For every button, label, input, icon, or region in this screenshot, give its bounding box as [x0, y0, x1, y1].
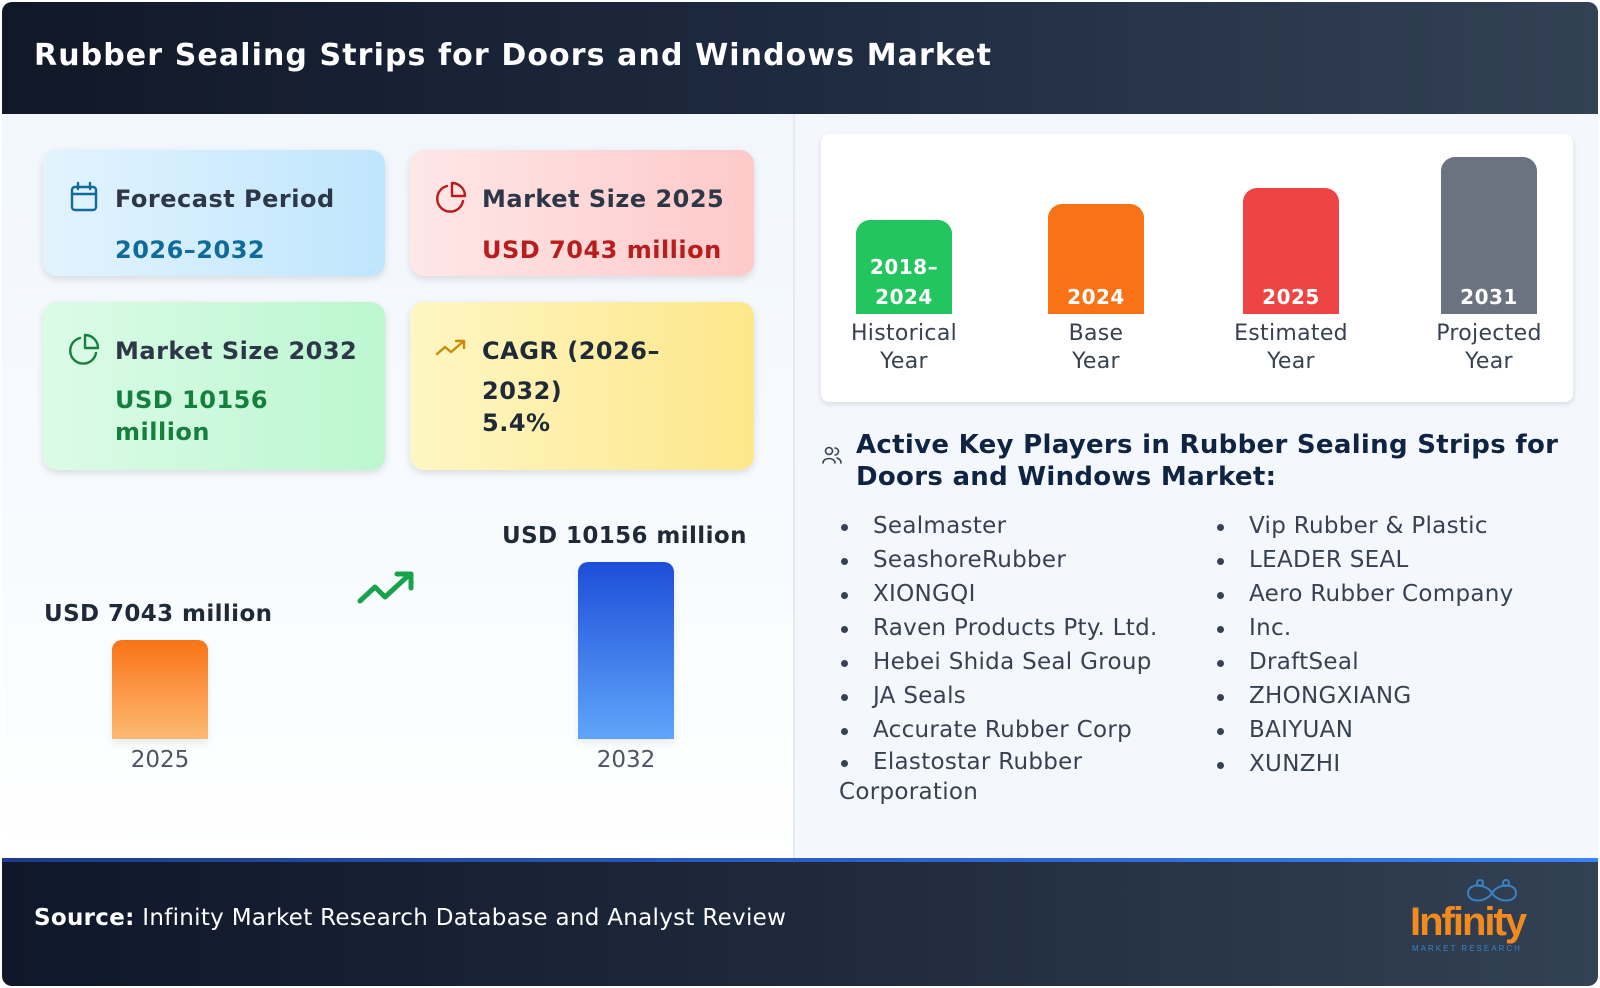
cagr-value: 5.4% — [482, 409, 551, 437]
bar-2025-value-label: USD 7043 million — [44, 601, 273, 627]
list-item: BAIYUAN — [1215, 713, 1595, 747]
market-size-2025-value: USD 7043 million — [482, 236, 722, 264]
page-title: Rubber Sealing Strips for Doors and Wind… — [34, 38, 993, 73]
calendar-icon — [70, 181, 98, 212]
list-item: Raven Products Pty. Ltd. — [839, 611, 1194, 645]
bar-2025 — [112, 640, 208, 739]
cagr-label: CAGR (2026–2032) — [482, 337, 660, 405]
right-panel: 2018– 2024 Historical Year 2024 Base Yea… — [795, 114, 1598, 858]
trending-up-icon — [357, 571, 414, 604]
timeline-bar-base: 2024 — [1048, 204, 1144, 314]
timeline-bar-label: 2031 — [1460, 285, 1518, 309]
timeline-card: 2018– 2024 Historical Year 2024 Base Yea… — [821, 134, 1573, 402]
infinity-logo: Infinity MARKET RESEARCH — [1410, 878, 1540, 968]
list-item: SeashoreRubber — [839, 543, 1194, 577]
panel-divider — [793, 114, 795, 858]
timeline-bar-label: 2025 — [1262, 285, 1320, 309]
timeline-caption-historical: Historical Year — [850, 321, 958, 374]
timeline-caption-projected: Projected Year — [1436, 321, 1542, 374]
timeline-bar-label: 2024 — [1067, 285, 1125, 309]
list-item: DraftSeal — [1215, 645, 1595, 679]
timeline-bar-historical: 2018– 2024 — [856, 220, 952, 314]
source-text: Infinity Market Research Database and An… — [142, 905, 787, 931]
list-item: Hebei Shida Seal Group — [839, 645, 1194, 679]
market-size-2032-label: Market Size 2032 — [115, 337, 358, 365]
left-panel: Forecast Period 2026–2032 Market Size 20… — [2, 114, 793, 858]
timeline-caption-estimated: Estimated Year — [1234, 321, 1348, 374]
bar-2032-value-label: USD 10156 million — [502, 523, 747, 549]
header: Rubber Sealing Strips for Doors and Wind… — [2, 2, 1598, 114]
list-item: Aero Rubber Company — [1215, 577, 1595, 611]
logo-subtitle: MARKET RESEARCH — [1412, 944, 1522, 953]
timeline-bar-label-line1: 2018– — [869, 255, 939, 279]
list-item: Elastostar Rubber Corporation — [839, 747, 1129, 807]
bar-2025-year: 2025 — [130, 747, 190, 773]
pie-chart-icon — [436, 181, 467, 213]
bar-2032-year: 2032 — [596, 747, 656, 773]
cagr-card: CAGR (2026–2032) 5.4% — [410, 302, 754, 470]
source-note: Source: Infinity Market Research Databas… — [34, 905, 786, 931]
source-label: Source: — [34, 905, 135, 931]
users-icon — [822, 446, 842, 464]
market-size-2025-label: Market Size 2025 — [482, 185, 725, 213]
forecast-period-label: Forecast Period — [115, 185, 335, 213]
logo-wordmark: Infinity — [1410, 900, 1527, 944]
list-item: XUNZHI — [1215, 747, 1595, 781]
list-item: Sealmaster — [839, 509, 1194, 543]
key-players-title: Active Key Players in Rubber Sealing Str… — [856, 430, 1559, 492]
market-size-2025-card: Market Size 2025 USD 7043 million — [410, 150, 754, 276]
forecast-period-card: Forecast Period 2026–2032 — [43, 150, 385, 276]
list-item: ZHONGXIANG — [1215, 679, 1595, 713]
forecast-period-value: 2026–2032 — [115, 236, 266, 264]
key-players-list-2: Vip Rubber & Plastic LEADER SEAL Aero Ru… — [1215, 509, 1595, 781]
timeline-bar-label-line2: 2024 — [875, 285, 933, 309]
infinity-symbol-icon — [1466, 879, 1518, 902]
list-item: Accurate Rubber Corp — [839, 713, 1194, 747]
timeline-caption-base: Base Year — [1068, 321, 1124, 374]
footer-accent-line — [2, 858, 1598, 862]
list-item: Vip Rubber & Plastic — [1215, 509, 1595, 543]
pie-chart-icon — [69, 333, 100, 365]
bar-2032 — [578, 562, 674, 739]
list-item: XIONGQI — [839, 577, 1194, 611]
key-players-list-1: Sealmaster SeashoreRubber XIONGQI Raven … — [839, 509, 1194, 807]
market-size-2032-value: USD 10156 million — [115, 386, 269, 446]
list-item: LEADER SEAL — [1215, 543, 1595, 577]
trending-up-icon — [435, 339, 466, 356]
timeline-bar-estimated: 2025 — [1243, 188, 1339, 314]
list-item: JA Seals — [839, 679, 1194, 713]
timeline-bar-projected: 2031 — [1441, 157, 1537, 314]
footer: Source: Infinity Market Research Databas… — [2, 858, 1598, 986]
market-size-2032-card: Market Size 2032 USD 10156 million — [43, 302, 385, 470]
list-item: Inc. — [1215, 611, 1595, 645]
